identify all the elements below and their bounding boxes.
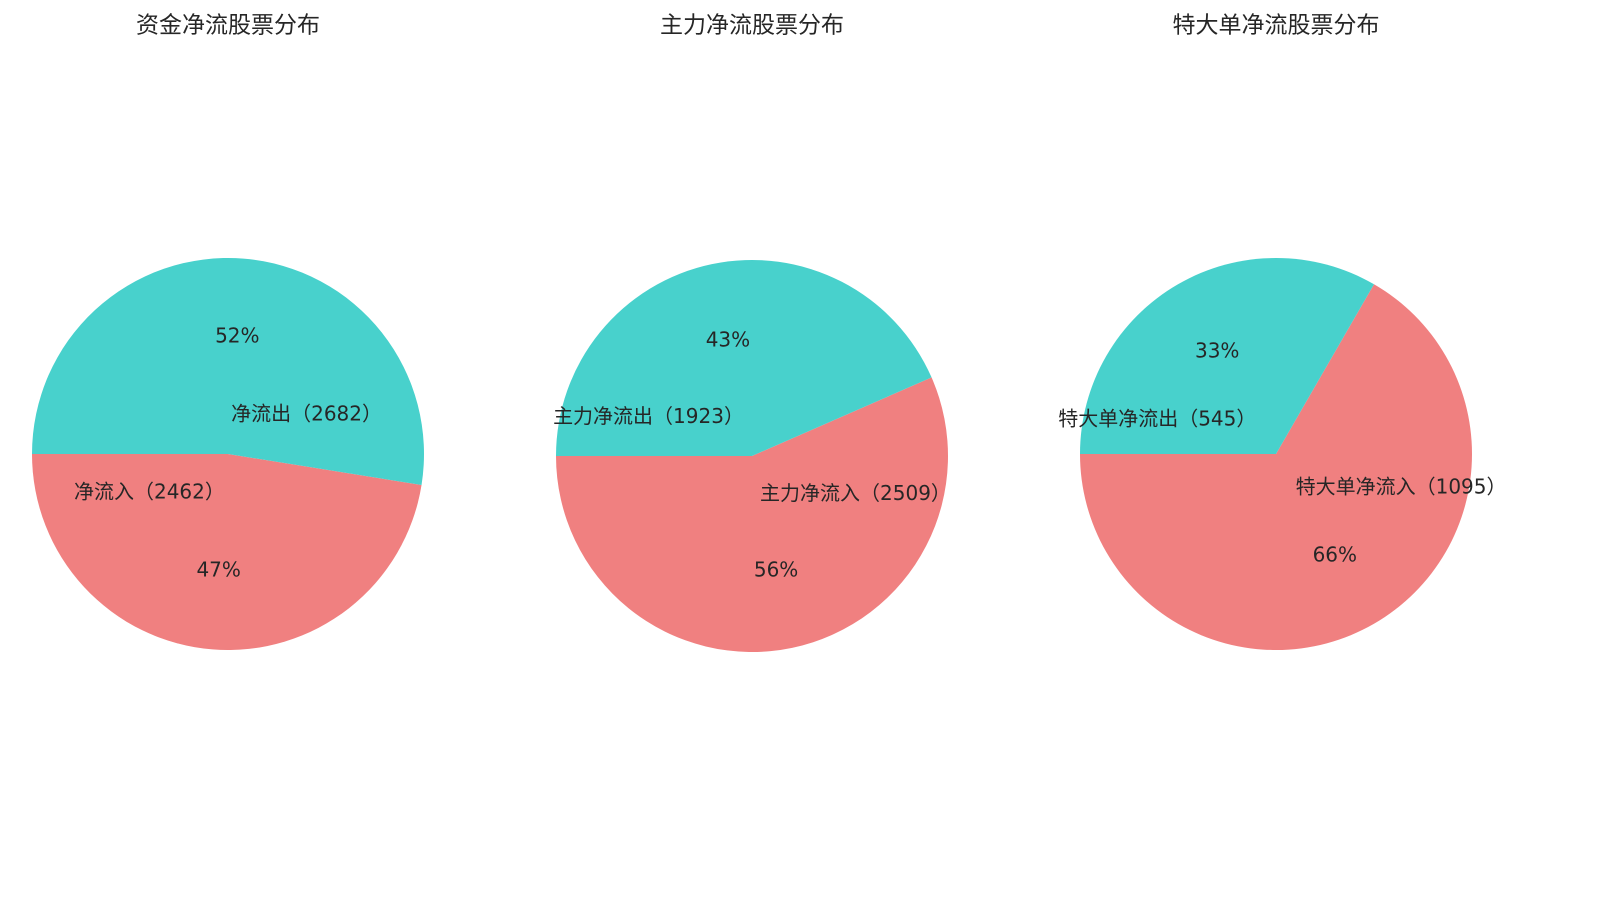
pie-slice [32,257,425,485]
chart-title: 特大单净流股票分布 [1173,13,1380,39]
slice-label: 净流入（2462） [74,480,225,504]
pie-slice [1080,284,1472,651]
slice-label: 主力净流出（1923） [553,404,744,428]
slice-label: 净流出（2682） [231,401,382,425]
slice-label: 特大单净流出（545） [1058,407,1256,431]
chart-title: 主力净流股票分布 [660,13,844,39]
value-label: 66% [1313,542,1357,566]
value-label: 56% [754,558,798,582]
value-label: 43% [706,327,750,351]
slice-label: 特大单净流入（1095） [1296,474,1507,498]
chart-title: 资金净流股票分布 [136,13,320,39]
pie-slice [556,260,932,456]
pie-slice [556,377,949,652]
slice-label: 主力净流入（2509） [760,481,951,505]
value-label: 33% [1195,339,1239,363]
pie-slice [32,454,422,650]
value-label: 47% [196,558,240,582]
value-label: 52% [215,323,259,347]
pie-slice [1080,258,1374,454]
